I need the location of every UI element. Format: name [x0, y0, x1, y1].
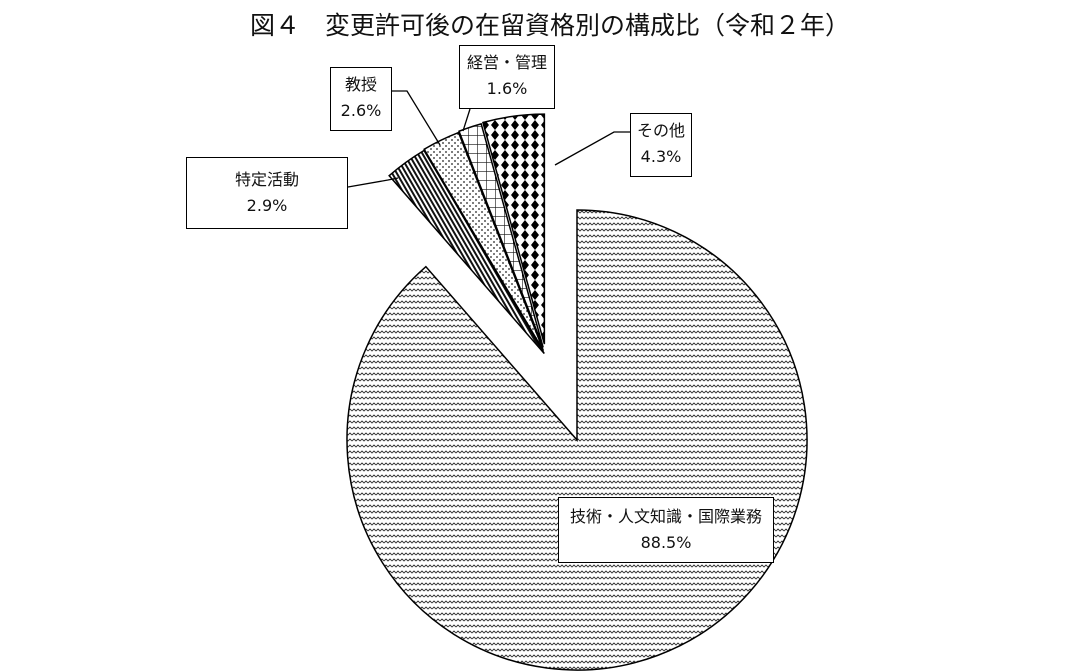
pie-slice-3 — [458, 122, 544, 348]
label-gijutsu-name: 技術・人文知識・国際業務 — [569, 507, 762, 526]
label-gijutsu-value: 88.5% — [640, 533, 692, 552]
label-keiei-name: 経営・管理 — [466, 53, 547, 72]
leader-line-kyoju — [392, 90, 441, 146]
label-kyoju-value: 2.6% — [340, 101, 382, 120]
label-sonota-value: 4.3% — [640, 147, 682, 166]
label-gijutsu: 技術・人文知識・国際業務 88.5% — [558, 497, 774, 563]
leader-line-tokutei — [347, 177, 399, 188]
pie-slice-0 — [346, 209, 808, 671]
pie-slice-1 — [388, 149, 545, 355]
label-tokutei: 特定活動 2.9% — [186, 157, 348, 229]
label-keiei: 経営・管理 1.6% — [459, 45, 555, 109]
label-tokutei-value: 2.9% — [246, 196, 288, 215]
pie-slice-2 — [423, 131, 545, 351]
label-kyoju: 教授 2.6% — [330, 67, 392, 131]
label-kyoju-name: 教授 — [344, 75, 377, 94]
chart-title: 図４ 変更許可後の在留資格別の構成比（令和２年） — [249, 11, 850, 40]
leader-line-keiei — [462, 108, 471, 132]
label-tokutei-name: 特定活動 — [234, 170, 299, 189]
label-sonota: その他 4.3% — [630, 113, 692, 177]
leader-line-sonota — [554, 131, 630, 166]
label-keiei-value: 1.6% — [486, 79, 528, 98]
pie-slice-4 — [482, 113, 546, 345]
label-sonota-name: その他 — [636, 121, 685, 140]
